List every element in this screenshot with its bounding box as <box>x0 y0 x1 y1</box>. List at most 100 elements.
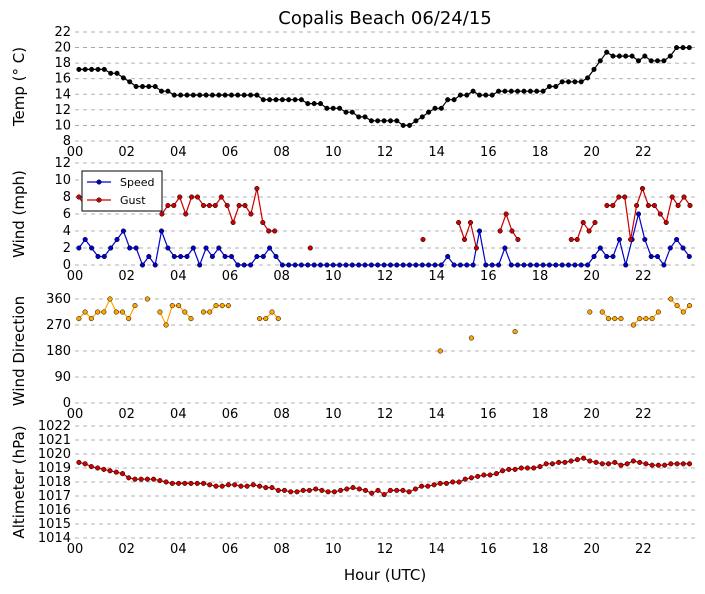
data-point <box>568 458 574 464</box>
data-point <box>127 245 133 251</box>
data-point <box>643 461 649 467</box>
data-point <box>628 236 634 243</box>
legend-marker <box>96 179 102 185</box>
data-point <box>686 461 693 467</box>
data-point <box>95 309 101 315</box>
data-point <box>267 245 273 251</box>
data-point <box>263 485 269 491</box>
data-point <box>319 487 325 493</box>
legend-label: Gust <box>120 194 146 207</box>
data-point <box>325 489 331 495</box>
data-point <box>375 118 381 124</box>
series-line <box>259 311 279 320</box>
data-point <box>661 58 667 64</box>
data-point <box>375 262 381 268</box>
data-point <box>597 58 603 64</box>
x-tick-label: 08 <box>273 145 290 160</box>
data-point <box>527 88 533 94</box>
data-point <box>686 253 692 260</box>
data-point <box>623 262 629 268</box>
data-point <box>662 462 668 468</box>
data-point <box>337 105 343 111</box>
data-point <box>610 202 616 209</box>
data-point <box>356 486 362 492</box>
data-point <box>543 461 549 467</box>
y-tick-label: 4 <box>63 224 71 239</box>
data-point <box>512 329 518 335</box>
data-point <box>438 105 444 111</box>
data-point <box>394 262 400 268</box>
data-point <box>171 253 177 260</box>
data-point <box>506 466 512 472</box>
data-point <box>546 83 552 90</box>
data-point <box>680 461 686 467</box>
data-point <box>260 97 266 103</box>
data-point <box>616 53 622 59</box>
y-tick-label: 180 <box>46 344 71 359</box>
data-point <box>343 109 349 115</box>
series-line <box>670 298 690 313</box>
data-point <box>228 92 235 98</box>
data-point <box>432 105 438 111</box>
data-point <box>476 92 483 98</box>
data-point <box>553 83 559 90</box>
data-point <box>456 479 462 485</box>
data-point <box>509 228 515 234</box>
data-point <box>133 83 139 90</box>
y-axis-label: Altimeter (hPa) <box>10 425 28 538</box>
data-point <box>553 262 559 268</box>
data-point <box>311 262 317 268</box>
data-point <box>356 114 362 120</box>
data-point <box>468 335 474 341</box>
data-point <box>674 461 680 467</box>
data-point <box>612 316 618 322</box>
x-tick-label: 14 <box>428 269 445 284</box>
data-point <box>420 236 426 243</box>
data-point <box>540 88 546 94</box>
data-point <box>604 202 610 209</box>
data-point <box>338 487 344 493</box>
y-tick-label: 0 <box>63 396 71 411</box>
data-point <box>667 53 673 59</box>
data-point <box>674 236 680 243</box>
data-point <box>580 219 586 226</box>
data-point <box>95 66 101 72</box>
x-tick-label: 00 <box>67 145 84 160</box>
data-point <box>203 245 209 251</box>
data-point <box>101 66 107 72</box>
data-point <box>178 253 184 260</box>
data-point <box>101 309 107 315</box>
data-point <box>597 245 603 251</box>
x-tick-label: 12 <box>377 145 394 160</box>
data-point <box>238 483 244 489</box>
series-line <box>78 297 136 320</box>
data-point <box>599 309 605 315</box>
data-point <box>457 92 463 98</box>
data-point <box>464 92 470 98</box>
series-line <box>499 212 519 240</box>
data-point <box>183 211 189 217</box>
data-point <box>503 211 509 217</box>
data-point <box>419 262 425 268</box>
x-tick-label: 10 <box>325 407 342 422</box>
data-point <box>655 309 661 315</box>
data-point <box>89 245 95 251</box>
data-point <box>146 253 152 260</box>
data-point <box>432 262 438 268</box>
data-point <box>500 468 506 474</box>
data-point <box>497 228 503 234</box>
data-point <box>82 309 88 315</box>
data-point <box>369 490 375 496</box>
data-point <box>639 185 646 192</box>
data-point <box>120 228 126 234</box>
data-point <box>260 219 266 226</box>
data-point <box>467 219 474 226</box>
x-tick-label: 20 <box>583 145 600 160</box>
data-point <box>461 236 468 243</box>
data-point <box>176 480 182 486</box>
y-axis-label: Temp (° C) <box>10 47 28 127</box>
data-point <box>200 309 207 315</box>
data-point <box>108 70 114 76</box>
x-tick-label: 16 <box>480 269 497 284</box>
x-tick-label: 04 <box>170 145 187 160</box>
